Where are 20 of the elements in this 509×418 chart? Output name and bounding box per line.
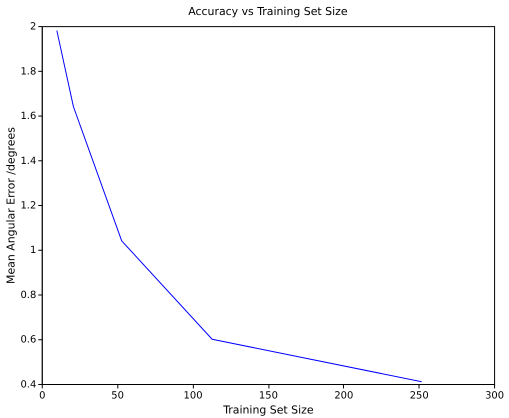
y-tick-label: 1.4 <box>20 156 36 167</box>
y-axis-title: Mean Angular Error /degrees <box>4 126 18 284</box>
line-series <box>56 30 422 382</box>
x-tick-label: 300 <box>485 390 504 402</box>
y-tick-label: 1.2 <box>20 200 36 212</box>
y-tick-label: 0.6 <box>20 334 36 346</box>
y-tick-label: 0.4 <box>20 379 36 390</box>
x-tick-label: 150 <box>258 390 278 402</box>
y-tick-label: 1 <box>30 245 36 256</box>
y-tick-label: 0.8 <box>20 290 36 301</box>
y-tick-label: 1.8 <box>20 66 36 78</box>
y-tick-label: 2 <box>30 22 36 33</box>
x-tick-label: 0 <box>39 390 46 402</box>
y-tick-label: 1.6 <box>20 111 36 122</box>
x-tick-label: 50 <box>111 390 124 402</box>
chart-title: Accuracy vs Training Set Size <box>188 5 348 18</box>
x-tick-label: 250 <box>410 390 429 402</box>
x-tick-label: 200 <box>334 390 354 402</box>
x-axis-title: Training Set Size <box>222 403 314 416</box>
x-tick-label: 100 <box>184 390 203 402</box>
